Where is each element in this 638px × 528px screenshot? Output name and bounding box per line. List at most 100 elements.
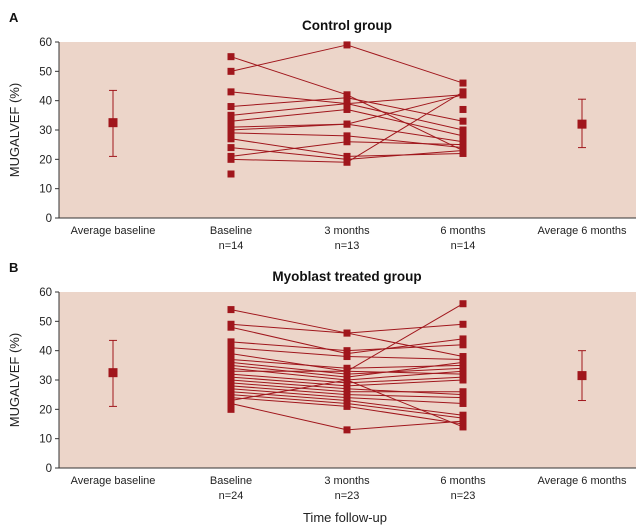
patient-line-segment (230, 91, 348, 105)
y-tick-label: 30 (39, 125, 52, 137)
data-point (459, 300, 467, 308)
patient-line-segment (346, 332, 464, 358)
panel-title: Control group (302, 18, 392, 33)
patient-line-segment (346, 123, 464, 143)
average-marker (577, 371, 587, 381)
patient-line-segment (346, 344, 464, 352)
x-tick-label: 3 months (324, 475, 370, 487)
patient-series (227, 399, 467, 434)
patient-line-segment (230, 138, 348, 157)
patient-line-segment (230, 388, 348, 399)
x-tick-label: 6 months (440, 475, 486, 487)
patient-line-segment (346, 379, 464, 387)
data-point (343, 353, 351, 361)
data-point (227, 117, 235, 125)
x-tick-label: Baseline (210, 475, 252, 487)
patient-line-segment (230, 379, 348, 390)
patient-line-segment (346, 420, 464, 431)
patient-line-segment (230, 353, 348, 372)
data-point (459, 105, 467, 113)
x-axis-title: Time follow-up (303, 510, 387, 525)
patient-line-segment (230, 341, 348, 352)
data-point (227, 129, 235, 137)
y-tick-label: 50 (39, 316, 52, 328)
data-point (343, 367, 351, 375)
y-tick-label: 60 (39, 287, 52, 299)
patient-line-segment (230, 323, 348, 334)
data-point (343, 120, 351, 128)
data-point (227, 344, 235, 352)
patient-line-segment (346, 367, 464, 375)
data-point (459, 341, 467, 349)
patient-line-segment (346, 361, 464, 378)
patient-series (227, 100, 467, 134)
patient-line-segment (230, 367, 348, 381)
patient-line-segment (230, 402, 348, 431)
data-point (459, 358, 467, 366)
patient-line-segment (230, 132, 348, 137)
patient-line-segment (230, 391, 348, 402)
y-tick-label: 0 (46, 213, 52, 225)
patient-series (227, 88, 467, 166)
patient-line-segment (230, 108, 348, 122)
y-tick-label: 10 (39, 434, 52, 446)
y-tick-label: 60 (39, 37, 52, 49)
patient-line-segment (230, 141, 348, 157)
data-point (459, 88, 467, 96)
data-point (227, 111, 235, 119)
data-point (343, 100, 351, 108)
data-point (227, 53, 235, 61)
x-tick-label: 6 months (440, 225, 486, 237)
data-point (459, 79, 467, 87)
x-tick-sublabel: n=14 (451, 240, 476, 252)
y-tick-label: 30 (39, 375, 52, 387)
patient-line-segment (346, 402, 464, 419)
data-point (227, 88, 235, 96)
patient-line-segment (346, 370, 464, 375)
data-point (227, 144, 235, 152)
average-error-bar (577, 98, 587, 149)
y-tick-label: 40 (39, 346, 52, 358)
patient-line-segment (346, 103, 464, 131)
patient-series (227, 105, 467, 140)
y-tick-label: 20 (39, 404, 52, 416)
data-point (343, 329, 351, 337)
data-point (227, 135, 235, 143)
data-point (227, 399, 235, 407)
y-tick-label: 0 (46, 463, 52, 475)
patient-line-segment (230, 309, 348, 334)
patient-series (227, 105, 467, 178)
panel-letter: A (9, 10, 19, 25)
patient-line-segment (346, 397, 464, 404)
patient-line-segment (346, 405, 464, 425)
data-point (459, 388, 467, 396)
data-point (343, 402, 351, 410)
data-point (459, 126, 467, 134)
patient-series (227, 41, 467, 87)
data-point (227, 306, 235, 314)
patient-line-segment (346, 150, 464, 160)
panel-a-control-group: A Control group 0 10 20 30 40 50 60 MUGALVEF (%) A… (7, 10, 636, 252)
average-error-bar (577, 350, 587, 402)
panel-letter: B (9, 260, 18, 275)
patient-line-segment (230, 158, 348, 163)
patient-line-segment (346, 356, 464, 360)
data-point (459, 117, 467, 125)
y-axis-title: MUGALVEF (%) (7, 333, 22, 427)
data-point (227, 323, 235, 331)
y-tick-label: 40 (39, 96, 52, 108)
patient-line-segment (346, 91, 464, 163)
plot-area (59, 42, 636, 218)
data-point (227, 103, 235, 111)
x-tick-sublabel: n=23 (451, 490, 476, 502)
data-point (343, 376, 351, 384)
data-point (227, 405, 235, 413)
patient-line-segment (230, 147, 348, 160)
patient-line-segment (346, 400, 464, 416)
x-tick-label: Average 6 months (537, 225, 627, 237)
data-point (343, 105, 351, 113)
patient-series (227, 394, 467, 413)
patient-line-segment (230, 394, 348, 404)
patient-line-segment (346, 379, 464, 428)
